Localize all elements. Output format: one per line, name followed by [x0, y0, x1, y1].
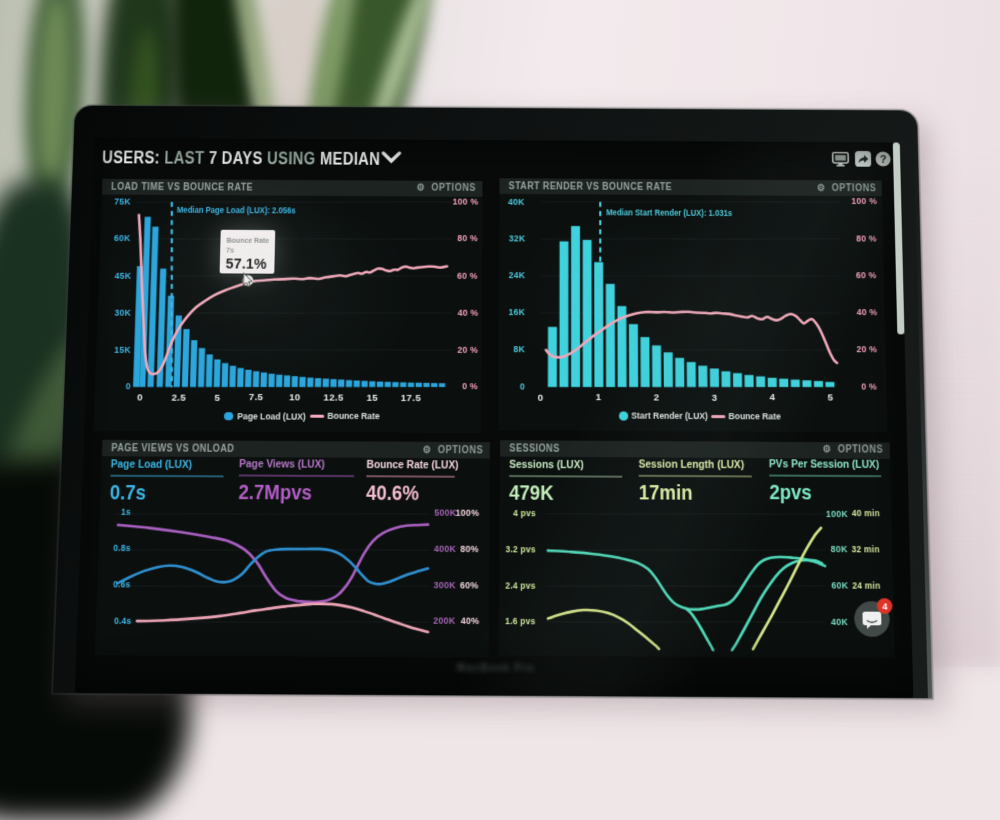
svg-text:?: ?: [879, 153, 886, 165]
